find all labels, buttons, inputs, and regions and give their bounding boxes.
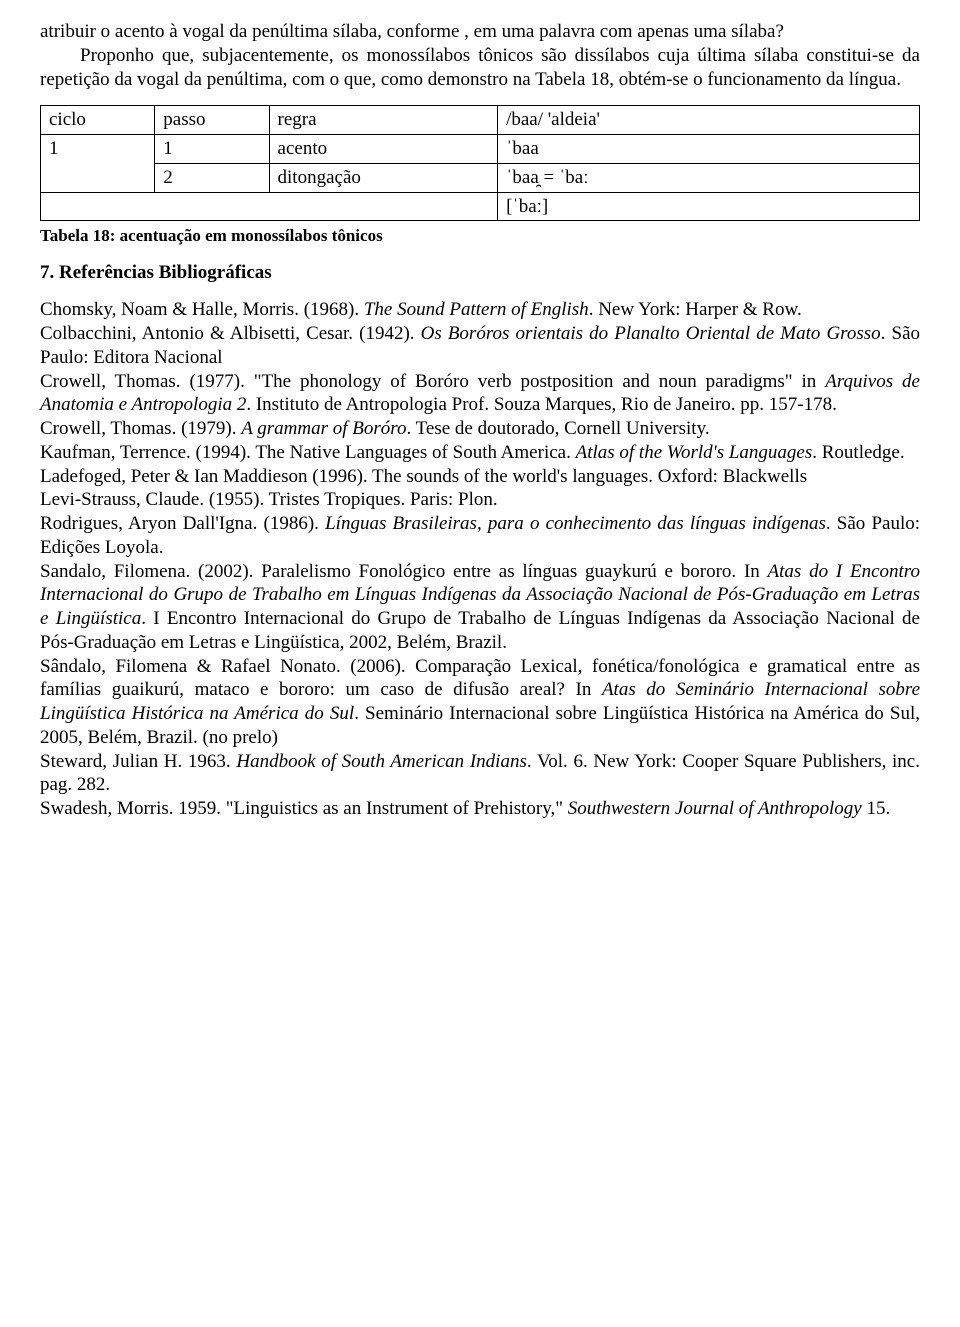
section-heading-refs: 7. Referências Bibliográficas	[40, 261, 920, 285]
ref-item: Colbacchini, Antonio & Albisetti, Cesar.…	[40, 322, 920, 370]
cell-passo-2: 2	[155, 163, 269, 192]
ref-item: Crowell, Thomas. (1977). "The phonology …	[40, 370, 920, 418]
cell-empty	[41, 192, 498, 221]
cell-result-final: [ˈbaː]	[498, 192, 920, 221]
ref-item: Rodrigues, Aryon Dall'Igna. (1986). Líng…	[40, 512, 920, 560]
ref-item: Sandalo, Filomena. (2002). Paralelismo F…	[40, 560, 920, 655]
table-caption: Tabela 18: acentuação em monossílabos tô…	[40, 225, 920, 246]
table-row: 1 1 acento ˈbaa	[41, 135, 920, 164]
cell-passo-1: 1	[155, 135, 269, 164]
ref-item: Swadesh, Morris. 1959. "Linguistics as a…	[40, 797, 920, 821]
paragraph-1: atribuir o acento à vogal da penúltima s…	[40, 20, 920, 44]
cell-result-2: ˈbaa̯ = ˈbaː	[498, 163, 920, 192]
references-block: Chomsky, Noam & Halle, Morris. (1968). T…	[40, 298, 920, 821]
table-row: 2 ditongação ˈbaa̯ = ˈbaː	[41, 163, 920, 192]
cell-regra-2: ditongação	[269, 163, 498, 192]
table-18: ciclo passo regra /baa/ 'aldeia' 1 1 ace…	[40, 105, 920, 221]
table-header-row: ciclo passo regra /baa/ 'aldeia'	[41, 106, 920, 135]
cell-result-1: ˈbaa	[498, 135, 920, 164]
th-regra: regra	[269, 106, 498, 135]
cell-ciclo-1: 1	[41, 135, 155, 193]
ref-item: Kaufman, Terrence. (1994). The Native La…	[40, 441, 920, 465]
table-row: [ˈbaː]	[41, 192, 920, 221]
ref-item: Chomsky, Noam & Halle, Morris. (1968). T…	[40, 298, 920, 322]
th-ciclo: ciclo	[41, 106, 155, 135]
cell-regra-1: acento	[269, 135, 498, 164]
th-result: /baa/ 'aldeia'	[498, 106, 920, 135]
ref-item: Crowell, Thomas. (1979). A grammar of Bo…	[40, 417, 920, 441]
ref-item: Steward, Julian H. 1963. Handbook of Sou…	[40, 750, 920, 798]
ref-item: Levi-Strauss, Claude. (1955). Tristes Tr…	[40, 488, 920, 512]
th-passo: passo	[155, 106, 269, 135]
ref-item: Ladefoged, Peter & Ian Maddieson (1996).…	[40, 465, 920, 489]
paragraph-2: Proponho que, subjacentemente, os monoss…	[40, 44, 920, 92]
ref-item: Sândalo, Filomena & Rafael Nonato. (2006…	[40, 655, 920, 750]
